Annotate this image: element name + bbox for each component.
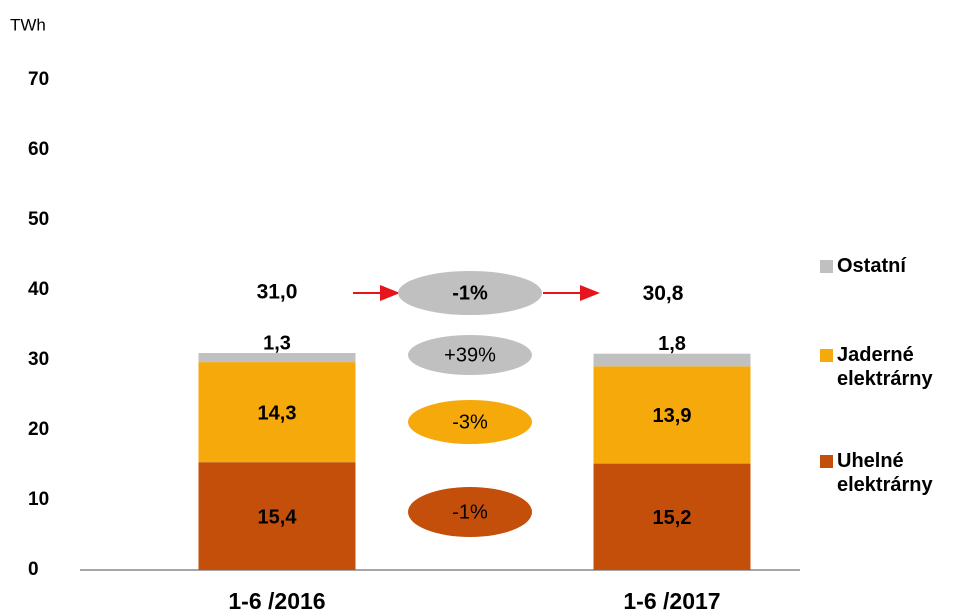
data-label: 1,8 xyxy=(658,333,686,355)
bar-segment xyxy=(198,462,356,570)
x-tick-label: 1-6 /2017 xyxy=(623,588,720,614)
y-tick-label: 30 xyxy=(28,349,49,370)
legend-item: Jaderné elektrárny xyxy=(820,343,960,391)
data-label: 13,9 xyxy=(653,405,692,427)
y-tick-label: 60 xyxy=(28,139,49,160)
change-label: -3% xyxy=(452,411,488,433)
legend-swatch xyxy=(820,455,833,468)
y-tick-label: 40 xyxy=(28,279,49,300)
legend-label: Uhelné elektrárny xyxy=(837,450,933,496)
data-label: 14,3 xyxy=(258,402,297,424)
legend-item: Ostatní xyxy=(820,254,960,278)
bar-segment xyxy=(593,463,751,570)
data-label: 15,2 xyxy=(653,507,692,529)
change-bubble xyxy=(408,400,532,444)
y-tick-label: 10 xyxy=(28,489,49,510)
change-label: -1% xyxy=(452,501,488,523)
bar-segment xyxy=(593,366,751,464)
y-tick-label: 20 xyxy=(28,419,49,440)
data-label: 15,4 xyxy=(258,506,298,528)
change-bubble xyxy=(398,271,542,315)
y-tick-label: 0 xyxy=(28,559,39,580)
change-label: +39% xyxy=(444,344,496,366)
y-tick-label: 70 xyxy=(28,69,49,90)
change-bubble xyxy=(408,335,532,375)
y-tick-label: 50 xyxy=(28,209,49,230)
data-label: 1,3 xyxy=(263,332,291,354)
legend-label: Jaderné elektrárny xyxy=(837,344,933,390)
total-label: 30,8 xyxy=(643,282,684,305)
legend-swatch xyxy=(820,349,833,362)
total-label: 31,0 xyxy=(257,281,298,304)
x-tick-label: 1-6 /2016 xyxy=(228,588,325,614)
bar-segment xyxy=(198,362,356,463)
legend-label: Ostatní xyxy=(837,255,906,277)
change-label: -1% xyxy=(452,282,488,304)
bar-segment xyxy=(593,353,751,367)
y-axis-label: TWh xyxy=(10,15,46,34)
bar-segment xyxy=(198,353,356,363)
legend-item: Uhelné elektrárny xyxy=(820,449,960,497)
legend-swatch xyxy=(820,260,833,273)
change-bubble xyxy=(408,487,532,537)
